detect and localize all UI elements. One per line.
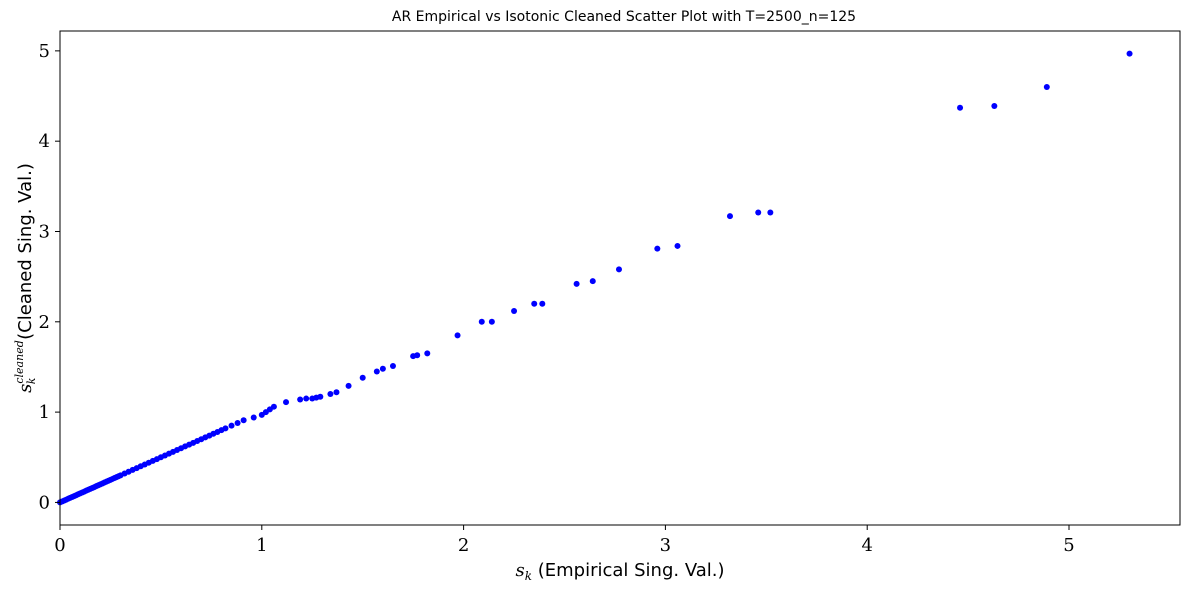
x-tick-label: 1 [256,535,267,556]
data-point [539,300,546,307]
x-tick-label: 4 [861,535,872,556]
data-point [454,332,461,339]
data-point [303,395,310,402]
data-point [359,374,366,381]
x-axis-ticks: 0 1 2 3 4 5 [54,525,1075,556]
data-point [511,307,518,314]
data-point [317,393,324,400]
data-point [250,414,257,421]
data-point [1043,83,1050,90]
y-tick-label: 0 [39,492,50,513]
y-axis-ticks: 0 1 2 3 4 5 [39,41,60,513]
data-point [327,391,334,398]
x-tick-label: 5 [1063,535,1074,556]
data-point [333,389,340,396]
data-point [240,417,247,424]
data-point [414,352,421,359]
data-point [488,318,495,325]
y-axis-label: scleanedk (Cleaned Sing. Val.) [13,163,38,393]
data-point [674,242,681,249]
data-point [297,396,304,403]
x-tick-label: 0 [54,535,65,556]
data-point [1126,50,1133,57]
data-point [379,365,386,372]
data-point [234,419,241,426]
data-point [222,425,229,432]
y-tick-label: 5 [39,41,50,62]
data-point [615,266,622,273]
data-point [228,422,235,429]
x-axis-label: sk (Empirical Sing. Val.) [515,560,724,583]
data-point [531,300,538,307]
data-point [755,209,762,216]
y-axis-label-group: scleanedk (Cleaned Sing. Val.) [13,163,38,393]
y-tick-label: 4 [39,131,50,152]
data-point [424,350,431,357]
data-point [957,104,964,111]
y-tick-label: 1 [39,402,50,423]
data-point [283,399,290,406]
y-tick-label: 2 [39,312,50,333]
plot-frame [59,30,1181,526]
data-point [726,213,733,220]
data-point [991,102,998,109]
data-point [767,209,774,216]
data-point [373,368,380,375]
x-tick-label: 3 [660,535,671,556]
x-tick-label: 2 [458,535,469,556]
data-point [345,382,352,389]
data-point [573,280,580,287]
y-tick-label: 3 [39,221,50,242]
data-points [57,50,1133,506]
data-point [478,318,485,325]
data-point [389,363,396,370]
data-point [270,403,277,410]
data-point [654,245,661,252]
chart-title: AR Empirical vs Isotonic Cleaned Scatter… [392,9,856,25]
data-point [589,278,596,285]
